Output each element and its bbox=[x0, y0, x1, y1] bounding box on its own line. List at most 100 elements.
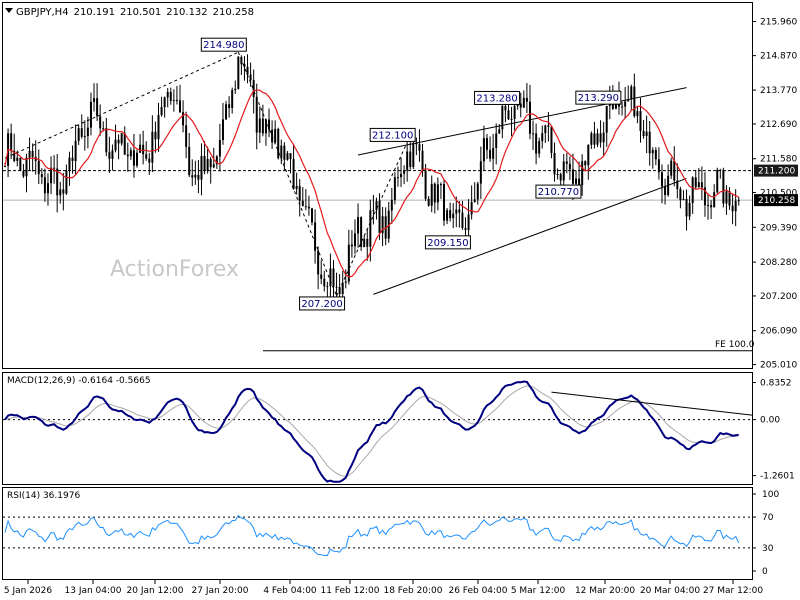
candle-body bbox=[353, 233, 356, 247]
swing-label-box bbox=[575, 90, 622, 105]
macd-tick-label: 0.00 bbox=[760, 416, 780, 426]
candle-body bbox=[188, 146, 191, 176]
candle-body bbox=[513, 105, 516, 119]
swing-label-box bbox=[299, 296, 346, 311]
candle-body bbox=[372, 209, 375, 211]
candle-body bbox=[295, 185, 298, 190]
candle-body bbox=[258, 118, 261, 133]
candle-body bbox=[559, 173, 562, 181]
moving-average bbox=[4, 89, 739, 278]
candle-body bbox=[117, 139, 120, 144]
candle-body bbox=[261, 118, 264, 134]
candle-body bbox=[209, 159, 212, 168]
resistance-marker-text: 211.200 bbox=[758, 167, 795, 177]
watermark-text: ActionForex bbox=[110, 257, 239, 282]
swing-label-box bbox=[200, 37, 247, 52]
candle-body bbox=[335, 286, 338, 288]
candle-body bbox=[433, 183, 436, 203]
swing-label-text: 213.290 bbox=[578, 93, 619, 104]
candle-body bbox=[22, 171, 25, 177]
candle-body bbox=[590, 133, 593, 145]
candle-body bbox=[458, 209, 461, 213]
candle-body bbox=[393, 177, 396, 200]
candle-body bbox=[381, 216, 384, 234]
candle-body bbox=[56, 168, 59, 196]
macd-axis: 0.8352 0.00 -1.2601 bbox=[752, 379, 795, 482]
candle-body bbox=[415, 143, 418, 145]
candle-body bbox=[627, 99, 630, 102]
candle-body bbox=[59, 189, 62, 196]
candle-body bbox=[194, 174, 197, 178]
candle-body bbox=[148, 158, 151, 163]
rsi-tick-label: 30 bbox=[762, 544, 774, 554]
candle-body bbox=[231, 90, 234, 109]
macd-lines bbox=[4, 380, 753, 483]
candle-body bbox=[246, 66, 249, 75]
candle-body bbox=[93, 98, 96, 102]
candle-body bbox=[307, 206, 310, 209]
time-tick-label: 11 Feb 12:00 bbox=[320, 586, 379, 596]
candle-body bbox=[225, 104, 228, 120]
candle-body bbox=[240, 56, 243, 65]
candle-body bbox=[645, 131, 648, 137]
candle-body bbox=[731, 205, 734, 212]
candle-body bbox=[237, 56, 240, 89]
price-tick-label: 211.580 bbox=[760, 155, 797, 165]
candle-body bbox=[482, 138, 485, 162]
candle-body bbox=[80, 128, 83, 137]
moving-average-line bbox=[4, 89, 739, 278]
candle-body bbox=[703, 187, 706, 206]
candle-body bbox=[160, 107, 163, 115]
candle-body bbox=[676, 180, 679, 190]
candle-body bbox=[197, 174, 200, 180]
candle-body bbox=[145, 154, 148, 159]
candle-body bbox=[584, 161, 587, 166]
candle-body bbox=[436, 184, 439, 203]
candle-body bbox=[464, 227, 467, 231]
candle-body bbox=[249, 74, 252, 81]
candle-body bbox=[277, 128, 280, 159]
candle-body bbox=[283, 145, 286, 160]
candle-body bbox=[89, 101, 92, 128]
time-tick-label: 27 Jan 20:00 bbox=[192, 586, 249, 596]
candle-body bbox=[449, 210, 452, 219]
candle-body bbox=[369, 210, 372, 247]
candle-body bbox=[575, 178, 578, 184]
time-tick-label: 5 Mar 12:00 bbox=[511, 586, 566, 596]
candle-body bbox=[185, 125, 188, 147]
candle-body bbox=[510, 118, 513, 120]
candle-body bbox=[120, 133, 123, 144]
rsi-tick-label: 0 bbox=[762, 567, 768, 577]
candle-body bbox=[74, 140, 77, 162]
resistance-marker: 211.200 bbox=[754, 164, 798, 177]
candle-body bbox=[719, 169, 722, 171]
candle-body bbox=[68, 157, 71, 171]
candle-body bbox=[396, 177, 399, 179]
candle-body bbox=[688, 202, 691, 217]
last-price-marker-box bbox=[754, 194, 798, 207]
candle-body bbox=[99, 116, 102, 129]
candle-body bbox=[593, 133, 596, 145]
candle-body bbox=[651, 150, 654, 154]
candle-body bbox=[264, 119, 267, 134]
candle-body bbox=[461, 212, 464, 228]
candle-body bbox=[630, 86, 633, 100]
last-price-marker: 210.258 bbox=[754, 194, 798, 207]
candle-body bbox=[268, 119, 271, 130]
time-tick-label: 20 Jan 12:00 bbox=[127, 586, 184, 596]
candle-body bbox=[175, 99, 178, 101]
candle-body bbox=[28, 150, 31, 158]
candle-body bbox=[700, 182, 703, 188]
ohlc-low: 210.132 bbox=[166, 7, 207, 18]
candle-body bbox=[602, 132, 605, 143]
channel-lower-line bbox=[373, 177, 687, 295]
candle-body bbox=[154, 131, 157, 140]
candle-body bbox=[562, 161, 565, 181]
candle-body bbox=[326, 286, 329, 288]
dropdown-triangle-icon[interactable] bbox=[5, 8, 13, 13]
candle-body bbox=[670, 160, 673, 176]
candle-body bbox=[473, 199, 476, 203]
candle-body bbox=[83, 136, 86, 138]
candle-body bbox=[323, 278, 326, 287]
